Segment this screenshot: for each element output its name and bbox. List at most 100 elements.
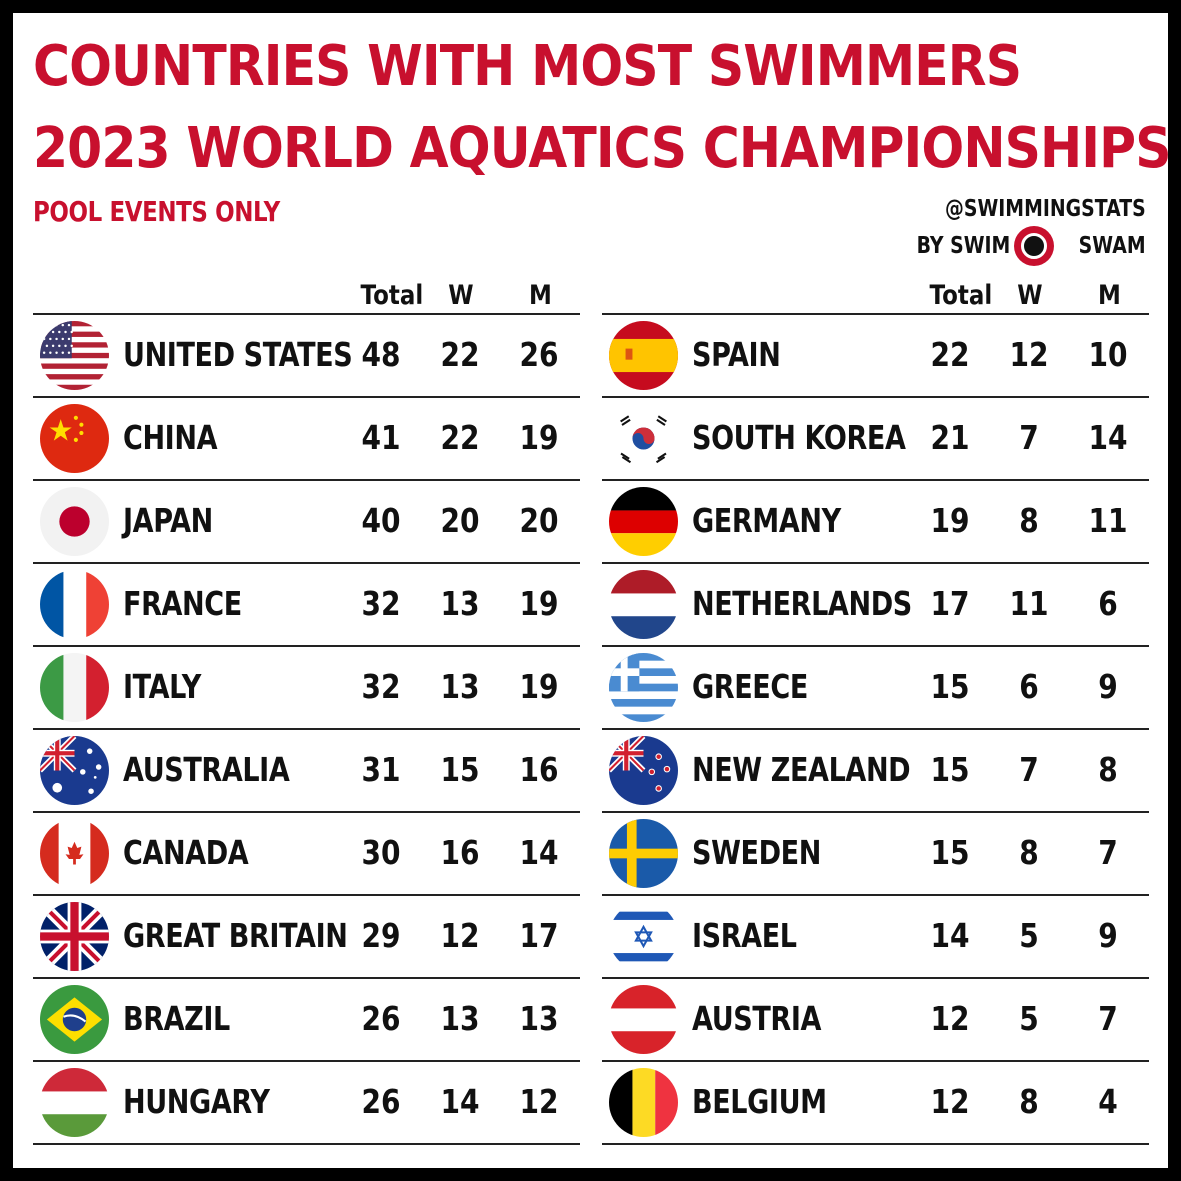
- uk-flag-icon: [40, 902, 109, 971]
- new-zealand-flag-icon: [609, 736, 678, 805]
- women-value: 7: [1019, 750, 1039, 789]
- country-name: GERMANY: [692, 501, 841, 540]
- table-row: BRAZIL 26 13 13: [33, 979, 580, 1062]
- table-row: GREECE 15 6 9: [602, 647, 1149, 730]
- credit-handle: @SWIMMINGSTATS: [945, 196, 1146, 222]
- women-value: 13: [440, 584, 480, 623]
- country-name: HUNGARY: [123, 1082, 270, 1121]
- men-value: 14: [519, 833, 559, 872]
- country-name: NETHERLANDS: [692, 584, 912, 623]
- country-name: AUSTRALIA: [123, 750, 290, 789]
- table-right: Total W M SPAIN 22 12 10 SOUTH KOREA 21 7 14 GER…: [602, 276, 1149, 1145]
- credit-block: @SWIMMINGSTATS BY SWIM SWAM: [896, 193, 1146, 266]
- total-value: 15: [930, 750, 970, 789]
- women-value: 8: [1019, 501, 1039, 540]
- spain-flag-icon: [609, 321, 678, 390]
- men-value: 19: [519, 418, 559, 457]
- men-value: 11: [1088, 501, 1128, 540]
- country-name: SOUTH KOREA: [692, 418, 906, 457]
- men-value: 10: [1088, 335, 1128, 374]
- brazil-flag-icon: [40, 985, 109, 1054]
- table-row: NETHERLANDS 17 11 6: [602, 564, 1149, 647]
- title-line-1: COUNTRIES WITH MOST SWIMMERS: [33, 34, 1022, 99]
- table-row: UNITED STATES 48 22 26: [33, 315, 580, 398]
- total-value: 31: [361, 750, 401, 789]
- total-value: 26: [361, 1082, 401, 1121]
- women-value: 6: [1019, 667, 1039, 706]
- women-value: 13: [440, 999, 480, 1038]
- total-value: 26: [361, 999, 401, 1038]
- table-left: Total W M UNITED STATES 48 22 26 CHINA 41 22 19…: [33, 276, 580, 1145]
- table-header: Total W M: [602, 276, 1149, 315]
- header-total: Total: [929, 280, 993, 311]
- men-value: 8: [1098, 750, 1118, 789]
- total-value: 29: [361, 916, 401, 955]
- credit-by: BY SWIM: [916, 232, 1011, 259]
- total-value: 40: [361, 501, 401, 540]
- men-value: 19: [519, 667, 559, 706]
- country-name: ITALY: [123, 667, 201, 706]
- country-name: BELGIUM: [692, 1082, 827, 1121]
- women-value: 14: [440, 1082, 480, 1121]
- netherlands-flag-icon: [609, 570, 678, 639]
- hungary-flag-icon: [40, 1068, 109, 1137]
- header-total: Total: [360, 280, 424, 311]
- country-name: CANADA: [123, 833, 249, 872]
- italy-flag-icon: [40, 653, 109, 722]
- greece-flag-icon: [609, 653, 678, 722]
- country-name: FRANCE: [123, 584, 242, 623]
- total-value: 17: [930, 584, 970, 623]
- men-value: 19: [519, 584, 559, 623]
- south-korea-flag-icon: [609, 404, 678, 473]
- table-row: GREAT BRITAIN 29 12 17: [33, 896, 580, 979]
- country-name: UNITED STATES: [123, 335, 353, 374]
- total-value: 32: [361, 667, 401, 706]
- country-name: ISRAEL: [692, 916, 797, 955]
- table-row: HUNGARY 26 14 12: [33, 1062, 580, 1145]
- women-value: 5: [1019, 999, 1039, 1038]
- country-name: SPAIN: [692, 335, 781, 374]
- men-value: 13: [519, 999, 559, 1038]
- header-w: W: [1017, 280, 1043, 311]
- table-row: FRANCE 32 13 19: [33, 564, 580, 647]
- total-value: 15: [930, 833, 970, 872]
- women-value: 7: [1019, 418, 1039, 457]
- header-m: M: [1098, 280, 1121, 311]
- total-value: 41: [361, 418, 401, 457]
- men-value: 6: [1098, 584, 1118, 623]
- women-value: 8: [1019, 833, 1039, 872]
- table-row: ISRAEL 14 5 9: [602, 896, 1149, 979]
- total-value: 15: [930, 667, 970, 706]
- us-flag-icon: [40, 321, 109, 390]
- table-row: CANADA 30 16 14: [33, 813, 580, 896]
- men-value: 14: [1088, 418, 1128, 457]
- title-line-2: 2023 WORLD AQUATICS CHAMPIONSHIPS: [33, 116, 1168, 181]
- women-value: 5: [1019, 916, 1039, 955]
- credit-brand: SWAM: [1079, 232, 1146, 259]
- china-flag-icon: [40, 404, 109, 473]
- table-row: JAPAN 40 20 20: [33, 481, 580, 564]
- country-name: CHINA: [123, 418, 218, 457]
- women-value: 11: [1009, 584, 1049, 623]
- total-value: 12: [930, 999, 970, 1038]
- men-value: 7: [1098, 999, 1118, 1038]
- table-row: GERMANY 19 8 11: [602, 481, 1149, 564]
- total-value: 21: [930, 418, 970, 457]
- men-value: 12: [519, 1082, 559, 1121]
- header-m: M: [529, 280, 552, 311]
- australia-flag-icon: [40, 736, 109, 805]
- women-value: 22: [440, 418, 480, 457]
- men-value: 9: [1098, 916, 1118, 955]
- country-name: SWEDEN: [692, 833, 821, 872]
- belgium-flag-icon: [609, 1068, 678, 1137]
- total-value: 48: [361, 335, 401, 374]
- women-value: 8: [1019, 1082, 1039, 1121]
- table-row: ITALY 32 13 19: [33, 647, 580, 730]
- table-row: SPAIN 22 12 10: [602, 315, 1149, 398]
- canada-flag-icon: [40, 819, 109, 888]
- country-name: GREECE: [692, 667, 808, 706]
- table-header: Total W M: [33, 276, 580, 315]
- men-value: 17: [519, 916, 559, 955]
- men-value: 20: [519, 501, 559, 540]
- table-row: CHINA 41 22 19: [33, 398, 580, 481]
